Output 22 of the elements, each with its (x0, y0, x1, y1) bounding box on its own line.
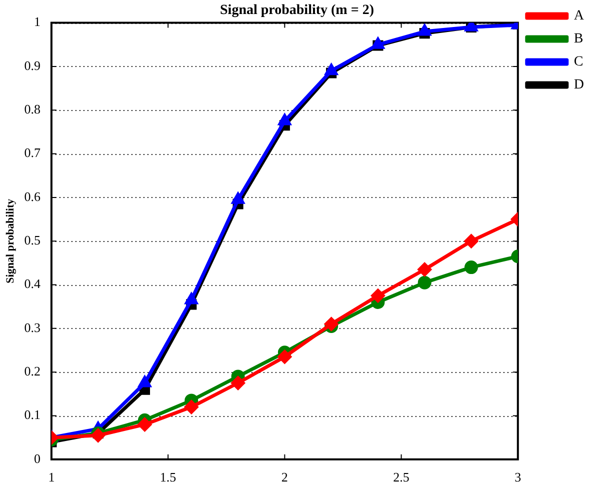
x-tick-label: 2.5 (393, 470, 410, 485)
x-tick-label: 1 (48, 470, 55, 485)
y-tick-label: 0 (34, 450, 40, 466)
legend-label: C (574, 54, 584, 70)
y-tick-label: 0.7 (24, 145, 41, 160)
legend-label: A (574, 8, 585, 24)
chart-title: Signal probability (m = 2) (220, 3, 374, 18)
x-tick-label: 2 (281, 470, 288, 485)
x-tick-label: 1.5 (160, 470, 176, 485)
y-tick-label: 0.8 (24, 102, 40, 117)
y-tick-label: 0.1 (24, 407, 40, 422)
y-tick-label: 0.6 (24, 188, 41, 204)
y-axis-title: Signal probability (4, 198, 16, 284)
y-tick-label: 0.3 (24, 320, 40, 335)
legend-label: B (574, 32, 584, 47)
y-tick-label: 0.4 (24, 276, 41, 292)
legend-label: D (574, 78, 584, 93)
y-tick-label: 0.2 (24, 364, 40, 378)
y-tick-label: 0.9 (24, 58, 40, 73)
y-tick-label: 0.5 (24, 232, 40, 248)
y-tick-label: 1 (34, 14, 40, 30)
x-tick-label: 3 (514, 470, 522, 485)
